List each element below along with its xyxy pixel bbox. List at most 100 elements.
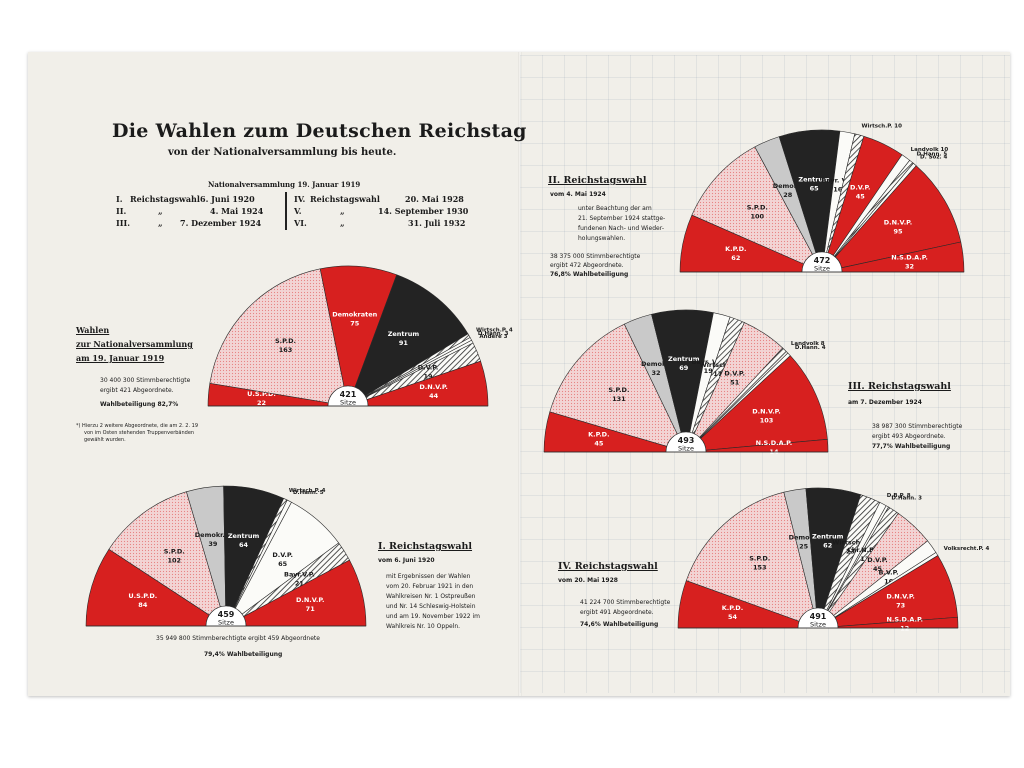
slice-value-r3-1: 131 [612, 395, 626, 403]
slice-label-r3-10: N.S.D.A.P. [756, 439, 793, 447]
r3-caption-date: am 7. Dezember 1924 [848, 399, 922, 406]
hub-r1 [205, 605, 247, 627]
slice-value-r2-6: 45 [856, 193, 866, 201]
slice-value-r4-1: 153 [753, 564, 767, 572]
r2-votes: 38 375 000 Stimmberechtigte [550, 253, 641, 260]
total-r3: 493 [678, 436, 695, 445]
nv-votes: 30 400 300 Stimmberechtigte [100, 377, 191, 384]
slice-label-r2-8: D.Hann. 5 [917, 152, 948, 158]
hub-r3 [665, 431, 707, 453]
slice-label-r4-6: D.Hann. 3 [891, 495, 922, 501]
slice-value-nv-2: 75 [350, 319, 360, 327]
slice-value-r1-2: 39 [208, 540, 218, 548]
r1-votes: 35 949 800 Stimmberechtigte ergibt 459 A… [156, 635, 320, 642]
slice-label-r3-1: S.P.D. [608, 386, 629, 394]
legend-label-1: Reichstagswahl [130, 194, 200, 204]
legend-num-6: VI. [294, 218, 307, 228]
slice-value-nv-0: 22 [257, 399, 266, 407]
nv-caption-line3: am 19. Januar 1919 [76, 353, 165, 363]
total-nv: 421 [340, 390, 357, 399]
slice-label-r4-8: D.V.P. [867, 556, 888, 564]
r1-line-6: Wahlkreis Nr. 10 Oppeln. [386, 623, 461, 630]
slice-label-r1-0: U.S.P.D. [128, 592, 157, 600]
legend-label-2: „ [158, 206, 163, 216]
nv-footnote-1: *) Hierzu 2 weitere Abgeordnete, die am … [76, 423, 199, 429]
r1-line-1: mit Ergebnissen der Wahlen [386, 573, 471, 580]
slice-label-r1-6: D.V.P. [272, 551, 293, 559]
r1-line-5: und am 19. November 1922 im [386, 613, 481, 620]
chart-r2: K.P.D.62 S.P.D.100 Demokr.28 Zentrum65Bayr.… [679, 123, 965, 273]
r2-line-2: 21. September 1924 stattge- [578, 215, 666, 222]
total-label-r2: Sitze [814, 265, 830, 273]
slice-label-nv-5: D.Hann. 3 [478, 331, 509, 337]
slice-label-r2-0: K.P.D. [725, 245, 746, 253]
slice-value-r3-6: 51 [730, 379, 740, 387]
r3-caption-title: III. Reichstagswahl [848, 381, 951, 392]
slice-label-r2-4: Bayr. V.P. [821, 176, 854, 184]
total-r1: 459 [218, 610, 235, 619]
slice-label-r4-1: S.P.D. [749, 555, 770, 563]
slice-label-nv-2: Demokraten [332, 310, 377, 318]
legend-date-6: 31. Juli 1932 [408, 218, 466, 228]
slice-value-r1-6: 65 [278, 560, 288, 568]
slice-label-nv-8: D.N.V.P. [419, 383, 447, 391]
slice-label-r4-3: Zentrum [812, 533, 844, 541]
nv-caption-line1: Wahlen [76, 325, 110, 335]
slice-label-r2-6: D.V.P. [850, 184, 871, 192]
slice-label-r3-4: Bayr. V.P. [692, 358, 725, 366]
r2-caption-title: II. Reichstagswahl [548, 175, 647, 186]
r1-line-2: vom 20. Februar 1921 in den [386, 583, 474, 590]
page-title: Die Wahlen zum Deutschen Reichstag [112, 120, 527, 142]
slice-label-r2-5: Wirtsch.P. 10 [861, 123, 902, 129]
r1-caption-date: vom 6. Juni 1920 [378, 557, 435, 564]
slice-value-r3-9: 103 [760, 416, 774, 424]
legend-label-3: „ [158, 218, 163, 228]
slice-label-r2-3: Zentrum [798, 175, 830, 183]
nv-turnout: Wahlbeteiligung 82,7% [100, 401, 179, 408]
r4-caption-title: IV. Reichstagswahl [558, 561, 658, 572]
r2-caption-date: vom 4. Mai 1924 [550, 191, 606, 198]
r4-seats-note: ergibt 491 Abgeordnete. [580, 609, 654, 616]
slice-label-r3-6: D.V.P. [724, 370, 745, 378]
slice-label-r2-9: D. Soz. 4 [920, 154, 948, 160]
r2-turnout: 76,8% Wahlbeteiligung [550, 271, 629, 278]
slice-label-r4-5: D.B.P. 8 [887, 493, 911, 499]
r4-turnout: 74,6% Wahlbeteiligung [580, 621, 659, 628]
r2-seats-note: ergibt 472 Abgeordnete. [550, 262, 624, 269]
slice-label-nv-7: D.V.P. [418, 363, 439, 371]
legend-date-1: 6. Juni 1920 [200, 194, 255, 204]
slice-label-r1-1: S.P.D. [164, 547, 185, 555]
nv-footnote-2: von im Osten stehenden Truppenverbänden [84, 430, 195, 436]
slice-value-r1-0: 84 [138, 601, 148, 609]
legend-date-2: 4. Mai 1924 [210, 206, 264, 216]
slice-value-r2-3: 65 [810, 184, 820, 192]
slice-label-r1-4: Wirtsch.P. 4 [289, 488, 326, 494]
slice-label-r1-8: D.N.V.P. [296, 596, 324, 604]
slice-label-r2-11: N.S.D.A.P. [891, 254, 928, 262]
slice-label-r4-0: K.P.D. [722, 604, 743, 612]
slice-value-r3-5: 17 [713, 370, 722, 378]
slice-label-r3-5: Wirtsch.P. [700, 361, 737, 369]
total-label-r1: Sitze [218, 619, 234, 627]
r3-seats-note: ergibt 493 Abgeordnete. [872, 433, 946, 440]
slice-label-nv-1: S.P.D. [275, 337, 296, 345]
slice-label-nv-3: Zentrum [388, 330, 420, 338]
slice-label-r2-10: D.N.V.P. [884, 219, 912, 227]
legend-label-6: „ [340, 218, 345, 228]
slice-label-r1-3: Zentrum [228, 532, 260, 540]
total-r2: 472 [814, 256, 831, 265]
slice-value-nv-3: 91 [399, 339, 409, 347]
slice-value-r2-1: 100 [751, 212, 765, 220]
nv-footnote-3: gewählt wurden. [84, 437, 126, 443]
slice-label-nv-6: Andere 3 [479, 334, 507, 340]
slice-value-r3-0: 45 [594, 439, 604, 447]
slice-label-r3-0: K.P.D. [588, 430, 609, 438]
slice-value-r4-7: 13 [860, 555, 869, 563]
slice-value-r2-0: 62 [731, 254, 740, 262]
slice-value-nv-7: 19 [424, 372, 434, 380]
slice-label-r1-2: Demokr.P. [195, 531, 231, 539]
r1-line-4: und Nr. 14 Schleswig-Holstein [386, 603, 476, 610]
